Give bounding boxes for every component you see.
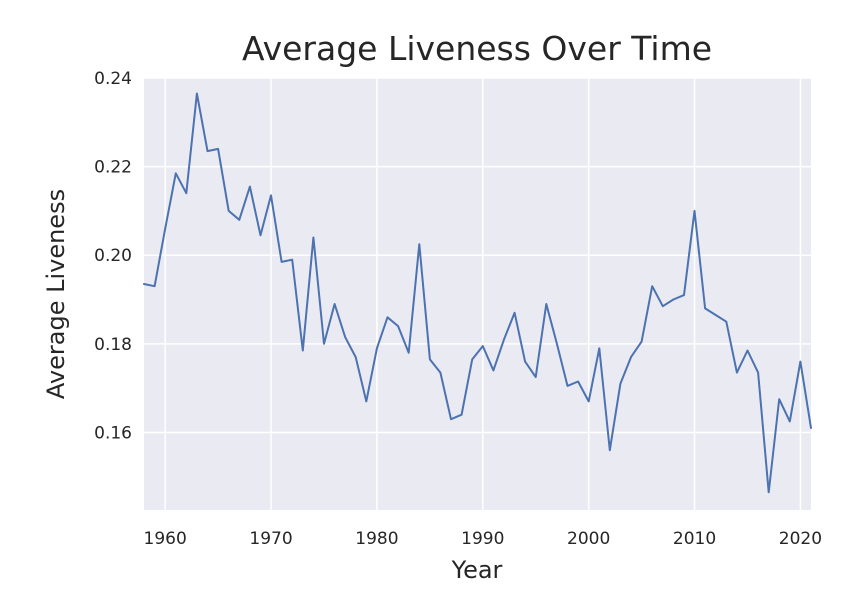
x-tick-label: 1970 xyxy=(249,529,292,549)
chart-title: Average Liveness Over Time xyxy=(242,29,712,68)
x-tick-label: 1960 xyxy=(144,529,187,549)
x-tick-label: 2000 xyxy=(567,529,610,549)
x-tick-label: 2010 xyxy=(673,529,716,549)
plot-background xyxy=(144,78,811,510)
y-tick-labels: 0.16 0.18 0.20 0.22 0.24 xyxy=(94,69,132,443)
y-axis-label: Average Liveness xyxy=(42,189,70,399)
y-tick-label: 0.22 xyxy=(94,158,132,178)
y-tick-label: 0.18 xyxy=(94,335,132,355)
x-axis-label: Year xyxy=(451,556,503,584)
x-tick-label: 1980 xyxy=(355,529,398,549)
series-layer xyxy=(143,92,812,494)
y-tick-label: 0.16 xyxy=(94,423,132,443)
series-line xyxy=(143,92,812,494)
x-tick-labels: 1960 1970 1980 1990 2000 2010 2020 xyxy=(144,529,823,549)
y-tick-label: 0.24 xyxy=(94,69,132,89)
x-gridlines xyxy=(164,78,802,510)
x-tick-label: 2020 xyxy=(779,529,822,549)
x-tick-label: 1990 xyxy=(461,529,504,549)
y-tick-label: 0.20 xyxy=(94,246,132,266)
